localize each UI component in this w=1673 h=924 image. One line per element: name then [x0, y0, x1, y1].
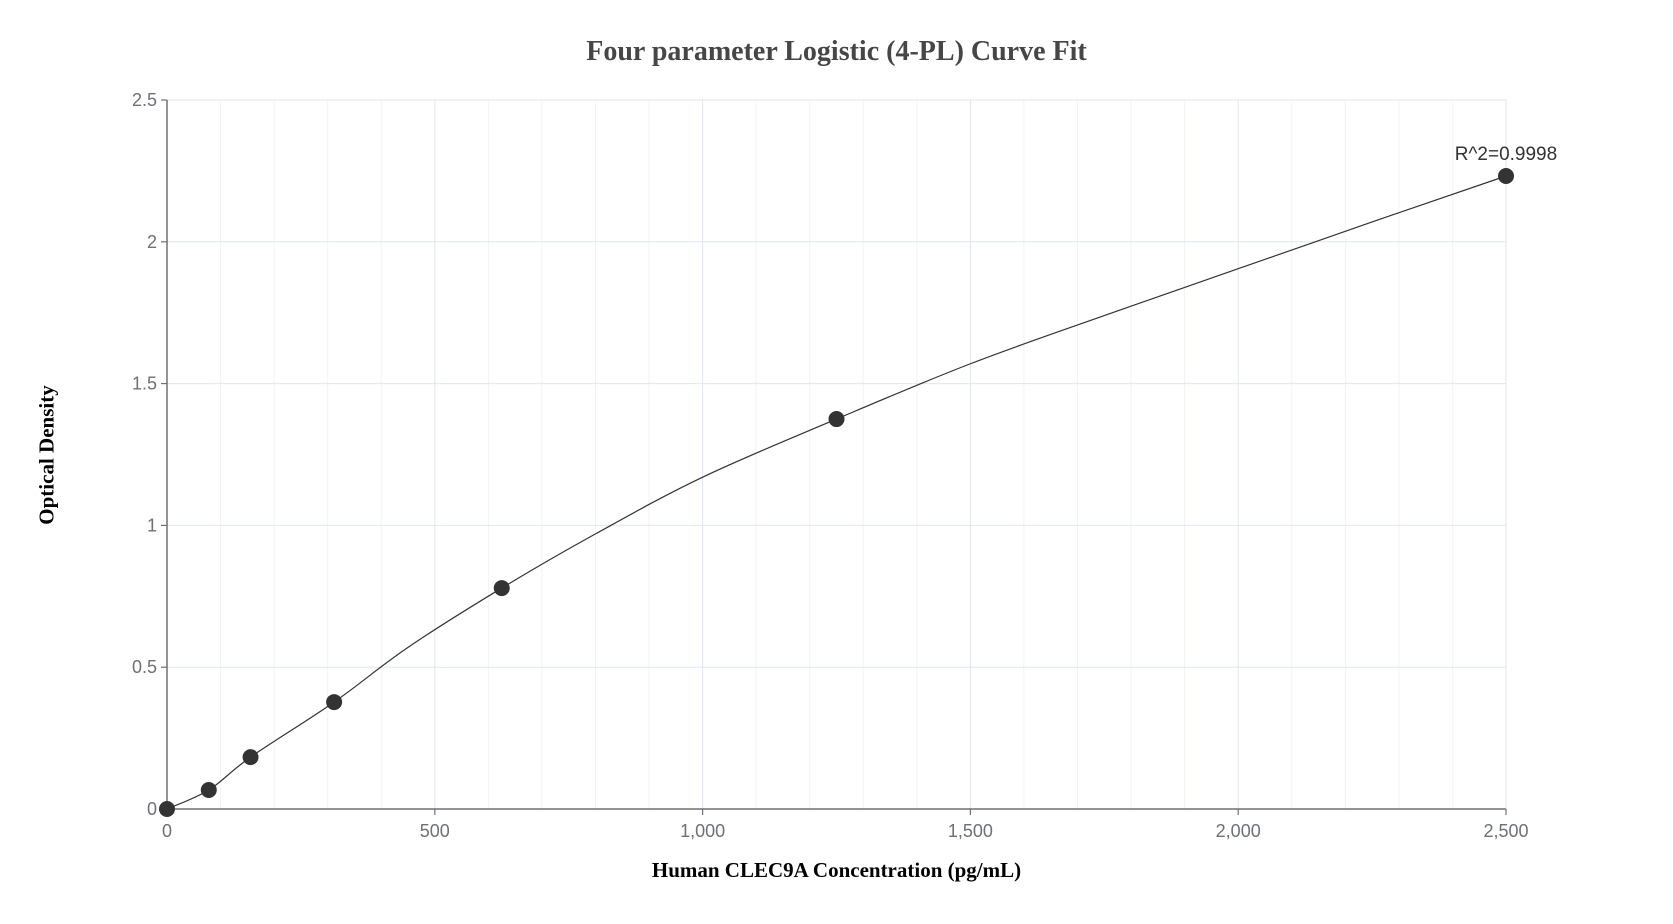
axes	[161, 99, 1507, 815]
chart-title: Four parameter Logistic (4-PL) Curve Fit	[586, 36, 1087, 67]
data-point	[200, 781, 217, 798]
data-point	[326, 694, 343, 711]
y-tick-label: 0.5	[132, 657, 157, 677]
tick-labels: 0 0.5 1 1.5 2 2.5 0 500 1,000 1,500 2,000 2,500	[132, 90, 1529, 841]
x-tick-label: 1,500	[948, 821, 993, 841]
y-tick-label: 1	[147, 515, 157, 535]
major-gridlines	[167, 99, 1507, 809]
data-point	[159, 801, 175, 817]
y-tick-label: 2.5	[132, 90, 157, 110]
data-point	[493, 580, 510, 597]
x-axis-title: Human CLEC9A Concentration (pg/mL)	[651, 858, 1022, 882]
data-points	[159, 168, 1514, 817]
x-tick-label: 500	[420, 821, 450, 841]
minor-gridlines	[220, 100, 1453, 809]
fit-curve-line	[166, 175, 1507, 810]
y-tick-label: 1.5	[132, 374, 157, 394]
fit-curve	[166, 175, 1507, 810]
y-tick-label: 0	[147, 799, 157, 819]
data-point	[1498, 168, 1514, 185]
x-tick-label: 2,500	[1483, 821, 1528, 841]
y-tick-label: 2	[147, 232, 157, 252]
data-point	[242, 749, 259, 766]
x-tick-label: 0	[162, 821, 172, 841]
x-tick-label: 2,000	[1216, 821, 1261, 841]
data-point	[828, 411, 845, 428]
r-squared-label: R^2=0.9998	[1455, 144, 1557, 165]
x-tick-label: 1,000	[680, 821, 725, 841]
annotations: R^2=0.9998	[1455, 144, 1557, 165]
